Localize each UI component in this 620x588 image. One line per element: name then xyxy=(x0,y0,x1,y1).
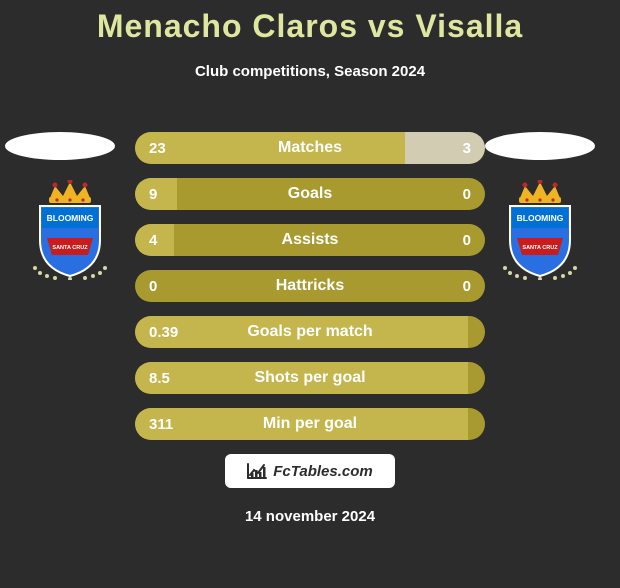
svg-text:SANTA CRUZ: SANTA CRUZ xyxy=(52,245,88,251)
stat-value-left: 0 xyxy=(149,270,157,302)
stat-value-left: 4 xyxy=(149,224,157,256)
stat-row: 0.39Goals per match xyxy=(135,316,485,348)
stat-value-right: 0 xyxy=(463,178,471,210)
stat-label: Hattricks xyxy=(135,270,485,302)
svg-text:BLOOMING: BLOOMING xyxy=(47,213,94,223)
stat-value-right: 0 xyxy=(463,224,471,256)
stat-bars: 233Matches90Goals40Assists00Hattricks0.3… xyxy=(135,132,485,440)
stat-label: Assists xyxy=(135,224,485,256)
comparison-stage: BLOOMING SANTA CRUZ BLOOMING xyxy=(0,108,620,458)
stat-value-left: 9 xyxy=(149,178,157,210)
page-title: Menacho Claros vs Visalla xyxy=(0,8,620,45)
left-nation-oval xyxy=(5,132,115,160)
stat-fill-left xyxy=(135,132,405,164)
stat-row: 4 0Assists xyxy=(135,224,485,256)
stat-value-left: 23 xyxy=(149,132,166,164)
left-club-crest: BLOOMING SANTA CRUZ xyxy=(25,180,115,280)
stat-label: Goals xyxy=(135,178,485,210)
fctables-logo-text: FcTables.com xyxy=(273,463,372,480)
stat-value-right: 3 xyxy=(463,132,471,164)
svg-text:SANTA CRUZ: SANTA CRUZ xyxy=(522,245,558,251)
stat-fill-left xyxy=(135,408,468,440)
stat-row: 0 0Hattricks xyxy=(135,270,485,302)
stat-row: 8.5Shots per goal xyxy=(135,362,485,394)
stat-fill-right xyxy=(405,132,486,164)
stat-fill-left xyxy=(135,316,468,348)
right-club-crest: BLOOMING SANTA CRUZ xyxy=(495,180,585,280)
page-subtitle: Club competitions, Season 2024 xyxy=(0,63,620,80)
stat-row: 233Matches xyxy=(135,132,485,164)
svg-text:BLOOMING: BLOOMING xyxy=(517,213,564,223)
stat-value-left: 311 xyxy=(149,408,173,440)
stat-fill-left xyxy=(135,362,468,394)
stat-row: 311Min per goal xyxy=(135,408,485,440)
right-nation-oval xyxy=(485,132,595,160)
chart-icon xyxy=(247,463,267,479)
footer-date: 14 november 2024 xyxy=(0,508,620,525)
stat-row: 9 0Goals xyxy=(135,178,485,210)
stat-value-left: 0.39 xyxy=(149,316,178,348)
stat-value-left: 8.5 xyxy=(149,362,170,394)
stat-value-right: 0 xyxy=(463,270,471,302)
fctables-logo: FcTables.com xyxy=(225,454,395,488)
